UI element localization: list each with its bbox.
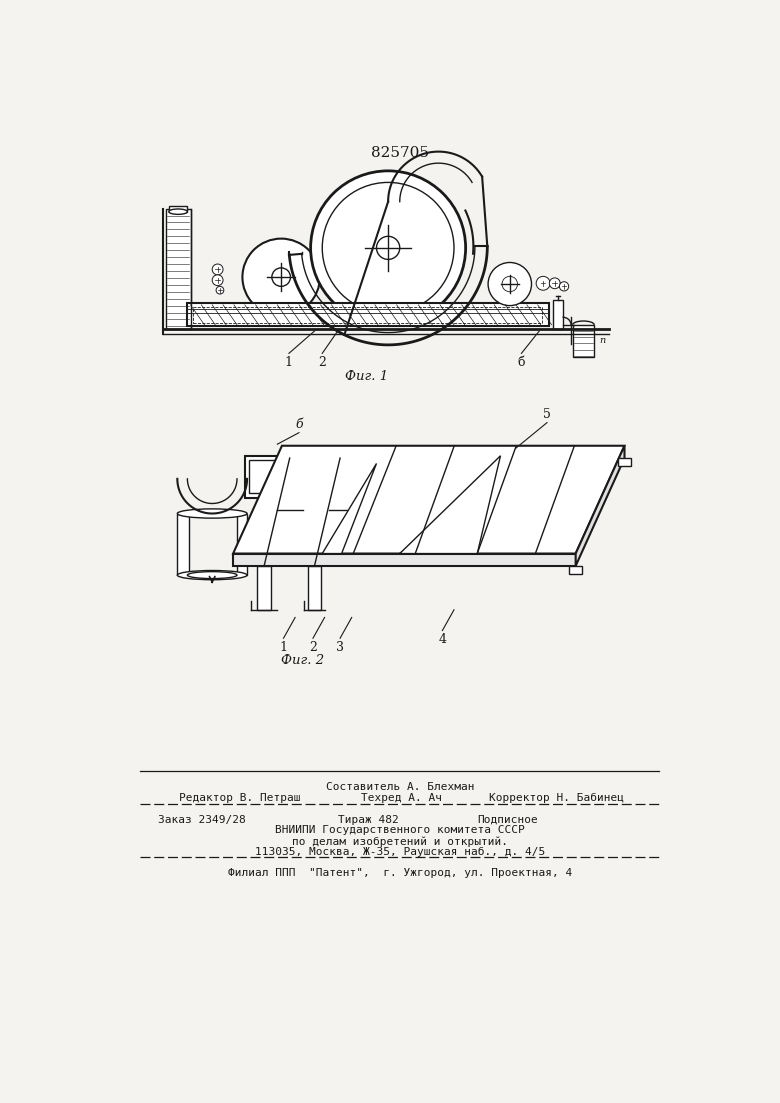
Ellipse shape — [168, 208, 187, 214]
Text: по делам изобретений и открытий.: по делам изобретений и открытий. — [292, 836, 508, 847]
Circle shape — [243, 238, 320, 315]
Bar — [333, 458, 347, 510]
Circle shape — [377, 236, 399, 259]
Bar — [245, 456, 279, 499]
Circle shape — [559, 281, 569, 291]
Polygon shape — [399, 456, 501, 554]
Text: 113035, Москва, Ж-35, Раушская наб., д. 4/5: 113035, Москва, Ж-35, Раушская наб., д. … — [254, 847, 545, 857]
Bar — [250, 460, 275, 493]
Text: 1: 1 — [279, 641, 288, 654]
Text: п: п — [600, 335, 606, 345]
Bar — [237, 514, 247, 575]
Bar — [186, 303, 548, 326]
Polygon shape — [569, 566, 582, 574]
Bar — [282, 458, 296, 510]
Text: Тираж 482: Тираж 482 — [338, 815, 399, 825]
Ellipse shape — [187, 571, 237, 579]
Text: Редактор В. Петраш: Редактор В. Петраш — [179, 793, 300, 803]
Bar — [165, 210, 190, 329]
Polygon shape — [233, 554, 576, 566]
Circle shape — [310, 171, 466, 325]
Polygon shape — [322, 463, 377, 554]
Circle shape — [216, 287, 224, 295]
Bar — [168, 205, 187, 212]
Text: 1: 1 — [285, 355, 293, 368]
Bar — [177, 514, 189, 575]
Bar — [573, 325, 594, 357]
Text: ВНИИПИ Государственного комитета СССР: ВНИИПИ Государственного комитета СССР — [275, 825, 525, 835]
Bar — [245, 468, 247, 491]
Text: Техред А. Ач: Техред А. Ач — [361, 793, 442, 803]
Circle shape — [212, 264, 223, 275]
Text: Фиг. 1: Фиг. 1 — [345, 370, 388, 383]
Text: 825705: 825705 — [370, 147, 429, 160]
Bar — [257, 566, 271, 610]
Text: 2: 2 — [309, 641, 317, 654]
Circle shape — [272, 268, 290, 287]
Circle shape — [549, 278, 560, 289]
Polygon shape — [233, 446, 625, 554]
Text: Корректор Н. Бабинец: Корректор Н. Бабинец — [489, 793, 624, 803]
Text: Подписное: Подписное — [477, 815, 538, 825]
Text: б: б — [518, 355, 525, 368]
Circle shape — [536, 277, 550, 290]
Circle shape — [212, 275, 223, 286]
Text: Заказ 2349/28: Заказ 2349/28 — [158, 815, 246, 825]
Text: 4: 4 — [438, 633, 446, 646]
Bar — [193, 307, 542, 322]
Polygon shape — [576, 446, 625, 566]
Bar — [307, 566, 321, 610]
Text: Филиал ППП  "Патент",  г. Ужгород, ул. Проектная, 4: Филиал ППП "Патент", г. Ужгород, ул. Про… — [228, 868, 572, 878]
Text: 3: 3 — [336, 641, 344, 654]
Text: Составитель А. Блехман: Составитель А. Блехман — [325, 782, 474, 792]
Ellipse shape — [177, 570, 247, 580]
Polygon shape — [619, 458, 631, 465]
Bar — [553, 300, 562, 329]
Text: 2: 2 — [318, 355, 326, 368]
Text: б: б — [295, 418, 303, 431]
Text: 5: 5 — [543, 408, 551, 421]
Ellipse shape — [177, 508, 247, 518]
Circle shape — [488, 263, 531, 306]
Text: Фиг. 2: Фиг. 2 — [282, 654, 324, 667]
